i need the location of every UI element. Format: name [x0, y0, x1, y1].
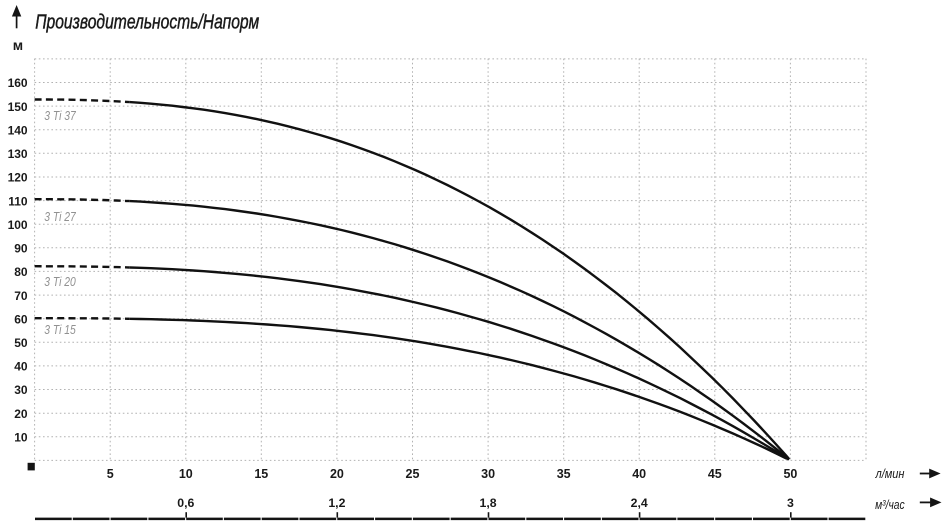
svg-text:10: 10: [14, 431, 28, 445]
svg-text:40: 40: [632, 467, 646, 481]
svg-text:10: 10: [179, 467, 193, 481]
svg-text:1,2: 1,2: [328, 496, 345, 510]
svg-text:5: 5: [107, 467, 114, 481]
svg-text:30: 30: [14, 383, 28, 397]
svg-text:30: 30: [481, 467, 495, 481]
svg-text:м: м: [13, 37, 23, 53]
svg-text:л/мин: л/мин: [875, 467, 905, 481]
svg-text:160: 160: [8, 76, 28, 90]
svg-text:45: 45: [708, 467, 722, 481]
svg-text:3 Ti 20: 3 Ti 20: [44, 275, 76, 289]
svg-text:3 Ti 15: 3 Ti 15: [44, 323, 76, 337]
svg-text:60: 60: [14, 312, 28, 326]
svg-text:70: 70: [14, 289, 28, 303]
svg-text:80: 80: [14, 265, 28, 279]
svg-text:3 Ti 37: 3 Ti 37: [44, 109, 76, 123]
svg-text:90: 90: [14, 242, 28, 256]
svg-text:150: 150: [8, 100, 28, 114]
svg-text:25: 25: [406, 467, 420, 481]
svg-text:0,6: 0,6: [177, 496, 194, 510]
svg-text:50: 50: [14, 336, 28, 350]
svg-text:20: 20: [14, 407, 28, 421]
svg-text:3 Ti 27: 3 Ti 27: [44, 210, 76, 224]
svg-text:40: 40: [14, 360, 28, 374]
svg-text:140: 140: [8, 123, 28, 137]
svg-text:Производительность/Напорм: Производительность/Напорм: [35, 12, 259, 34]
svg-text:20: 20: [330, 467, 344, 481]
svg-text:110: 110: [8, 194, 28, 208]
svg-text:2,4: 2,4: [631, 496, 648, 510]
svg-text:1,8: 1,8: [480, 496, 497, 510]
svg-text:120: 120: [8, 171, 28, 185]
svg-text:м³/час: м³/час: [875, 498, 905, 512]
svg-text:15: 15: [254, 467, 268, 481]
svg-text:35: 35: [557, 467, 571, 481]
svg-text:3: 3: [787, 496, 794, 510]
svg-text:100: 100: [8, 218, 28, 232]
svg-text:50: 50: [783, 467, 797, 481]
svg-text:130: 130: [8, 147, 28, 161]
